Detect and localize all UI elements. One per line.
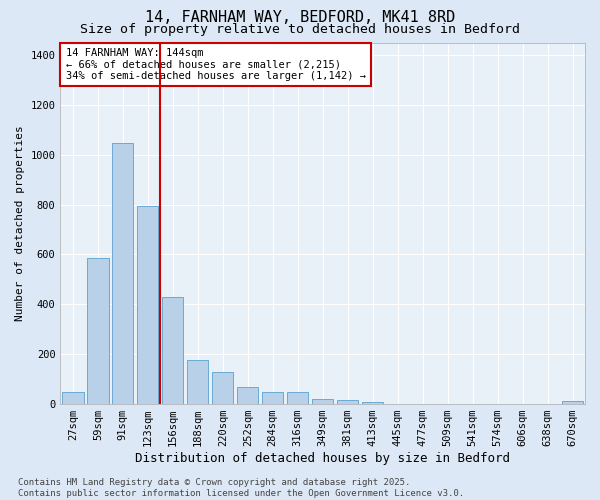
Text: 14 FARNHAM WAY: 144sqm
← 66% of detached houses are smaller (2,215)
34% of semi-: 14 FARNHAM WAY: 144sqm ← 66% of detached… — [65, 48, 365, 81]
Bar — [312, 398, 334, 404]
Text: Contains HM Land Registry data © Crown copyright and database right 2025.
Contai: Contains HM Land Registry data © Crown c… — [18, 478, 464, 498]
X-axis label: Distribution of detached houses by size in Bedford: Distribution of detached houses by size … — [135, 452, 510, 465]
Bar — [87, 258, 109, 404]
Text: Size of property relative to detached houses in Bedford: Size of property relative to detached ho… — [80, 22, 520, 36]
Bar — [112, 143, 133, 404]
Bar — [162, 297, 184, 404]
Bar — [562, 401, 583, 404]
Bar — [137, 206, 158, 404]
Bar — [262, 392, 283, 404]
Bar — [237, 386, 259, 404]
Text: 14, FARNHAM WAY, BEDFORD, MK41 8RD: 14, FARNHAM WAY, BEDFORD, MK41 8RD — [145, 10, 455, 25]
Bar — [337, 400, 358, 404]
Y-axis label: Number of detached properties: Number of detached properties — [15, 126, 25, 321]
Bar — [287, 392, 308, 404]
Bar — [62, 392, 83, 404]
Bar — [212, 372, 233, 404]
Bar — [187, 360, 208, 404]
Bar — [362, 402, 383, 404]
